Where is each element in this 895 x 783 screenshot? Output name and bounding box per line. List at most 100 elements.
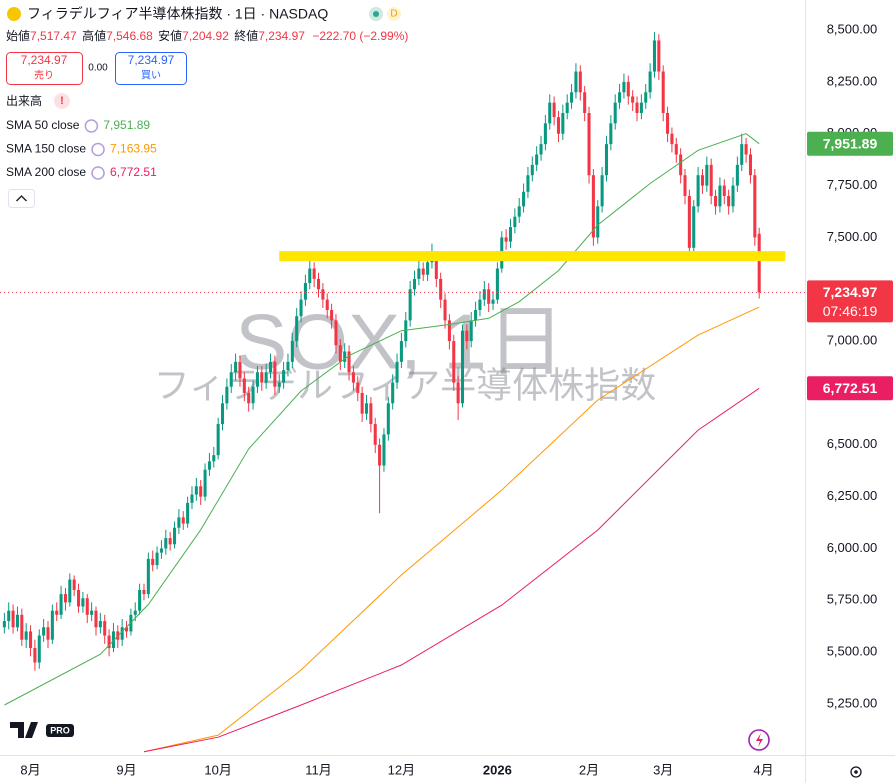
candle-body: [744, 144, 748, 155]
x-tick-label: 3月: [653, 762, 673, 777]
candle-body: [570, 92, 574, 103]
candle-body: [159, 548, 163, 553]
candle-body: [286, 361, 290, 371]
buy-label[interactable]: 買い: [141, 70, 161, 82]
price-tag: [807, 376, 893, 401]
candle-body: [255, 372, 259, 387]
candle-body: [722, 185, 726, 196]
candle-body: [316, 278, 321, 290]
candle-body: [2, 621, 6, 628]
candle-body: [753, 175, 757, 238]
candle-body: [404, 320, 408, 342]
candle-body: [321, 289, 325, 300]
collapse-icon: [16, 195, 27, 202]
warning-icon[interactable]: [54, 93, 70, 109]
candle-body: [225, 386, 229, 404]
candle-body: [639, 102, 643, 114]
candle-body: [364, 403, 369, 414]
candle-body: [347, 351, 351, 373]
candle-body: [613, 102, 617, 124]
badge: D: [390, 9, 397, 20]
candle-body: [635, 102, 639, 114]
settings-icon[interactable]: [850, 766, 862, 778]
candle-body: [679, 154, 683, 176]
candle-body: [666, 113, 670, 134]
x-tick-label: 4月: [753, 762, 773, 777]
candle-body: [199, 486, 203, 497]
candle-body: [238, 361, 242, 379]
candle-body: [408, 289, 412, 321]
candle-body: [495, 268, 499, 300]
symbol-icon: [7, 7, 21, 21]
y-tick-label: 7,500.00: [827, 229, 878, 244]
candle-body: [692, 206, 696, 248]
buy-box[interactable]: [115, 52, 187, 85]
candle-body: [482, 289, 486, 300]
candle-body: [268, 361, 273, 373]
candle-body: [447, 320, 451, 342]
candle-body: [622, 81, 626, 93]
candle-body: [155, 552, 159, 566]
candle-body: [72, 579, 76, 590]
candle-body: [648, 71, 652, 93]
candle-body: [343, 351, 347, 362]
candle-body: [138, 589, 142, 611]
candle-body: [356, 382, 360, 393]
candle-body: [94, 610, 98, 628]
candle-body: [15, 614, 19, 628]
y-tick-label: 8,250.00: [827, 73, 878, 88]
legend-value: 7,951.89: [103, 118, 150, 132]
buy-price[interactable]: 7,234.97: [128, 53, 175, 67]
settings-dot: [854, 770, 858, 774]
candle-body: [460, 330, 465, 404]
x-tick-label: 12月: [388, 762, 415, 777]
candle-body: [491, 299, 495, 304]
candle-body: [229, 372, 233, 387]
x-tick-label: 11月: [305, 762, 332, 777]
y-tick-label: 5,500.00: [827, 644, 878, 659]
legend-value: 7,163.95: [110, 142, 157, 156]
candle-body: [190, 494, 194, 503]
sell-button[interactable]: 7,234.97 売り: [6, 52, 83, 85]
sma-line: [143, 387, 760, 753]
candle-body: [24, 631, 28, 640]
price-tag: [807, 280, 893, 323]
candle-body: [426, 262, 430, 275]
candle-body: [596, 206, 600, 238]
y-tick-label: 5,750.00: [827, 592, 878, 607]
price-tag: [807, 131, 893, 156]
candle-body: [657, 40, 661, 72]
candle-body: [731, 185, 735, 207]
x-tick-label: 9月: [116, 762, 136, 777]
candle-body: [247, 392, 251, 404]
candle-body: [164, 538, 168, 549]
logo-badge: [46, 724, 74, 737]
candle-body: [125, 627, 129, 632]
candle-body: [242, 378, 246, 393]
candle-body: [107, 635, 111, 649]
ohlc-label: 始値: [6, 28, 30, 43]
sell-label[interactable]: 売り: [34, 69, 54, 82]
candle-body: [133, 610, 137, 615]
alert-icon[interactable]: [748, 729, 770, 751]
watermark-name: フィラデルフィア半導体株指数: [154, 365, 657, 406]
sell-price[interactable]: 7,234.97: [21, 53, 68, 67]
x-tick-label: 10月: [204, 762, 231, 777]
countdown: 07:46:19: [823, 303, 878, 319]
candle-body: [587, 113, 591, 176]
candle-body: [474, 310, 478, 321]
candle-body: [260, 372, 264, 383]
candle-body: [748, 154, 752, 176]
candle-body: [508, 227, 513, 242]
sell-box[interactable]: [6, 52, 83, 85]
collapse-button[interactable]: [8, 189, 35, 208]
candle-body: [740, 144, 744, 165]
candle-body: [644, 92, 648, 103]
buy-button[interactable]: 7,234.97 買い: [115, 52, 187, 85]
candle-body: [705, 164, 709, 186]
candle-body: [330, 310, 334, 321]
candle-body: [652, 40, 656, 72]
ohlc-row: 始値7,517.47 高値7,546.68 安値7,204.92 終値7,234…: [6, 28, 408, 43]
legend-value: 6,772.51: [110, 165, 157, 179]
